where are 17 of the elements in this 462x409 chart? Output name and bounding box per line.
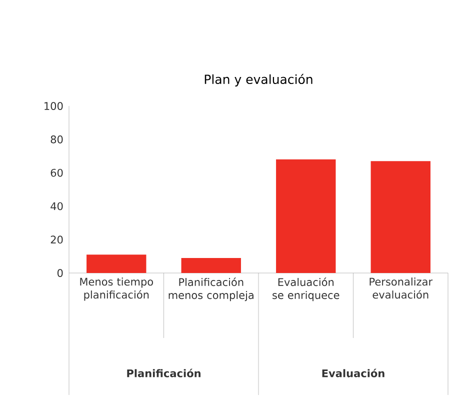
y-tick-label: 60 xyxy=(50,168,63,177)
bar xyxy=(370,161,430,273)
x-tick-label: Personalizar evaluación xyxy=(370,278,433,299)
y-tick-label: 0 xyxy=(57,269,63,277)
x-tick-label: Planificación menos compleja xyxy=(168,278,254,302)
y-tick-label: 40 xyxy=(50,202,63,210)
bar xyxy=(181,258,241,273)
x-tick-label: Menos tiempo planificación xyxy=(80,278,153,301)
text: Planificación xyxy=(127,368,200,378)
y-tick-label: 80 xyxy=(50,135,63,144)
text: Evaluación xyxy=(322,368,384,378)
bar xyxy=(86,254,146,273)
chart-title: Plan y evaluación xyxy=(204,74,312,86)
x-tick-label: Evaluación se enriquece xyxy=(272,278,340,302)
y-tick-label: 100 xyxy=(44,102,63,110)
y-tick-label: 20 xyxy=(50,236,63,244)
bar xyxy=(276,159,336,273)
